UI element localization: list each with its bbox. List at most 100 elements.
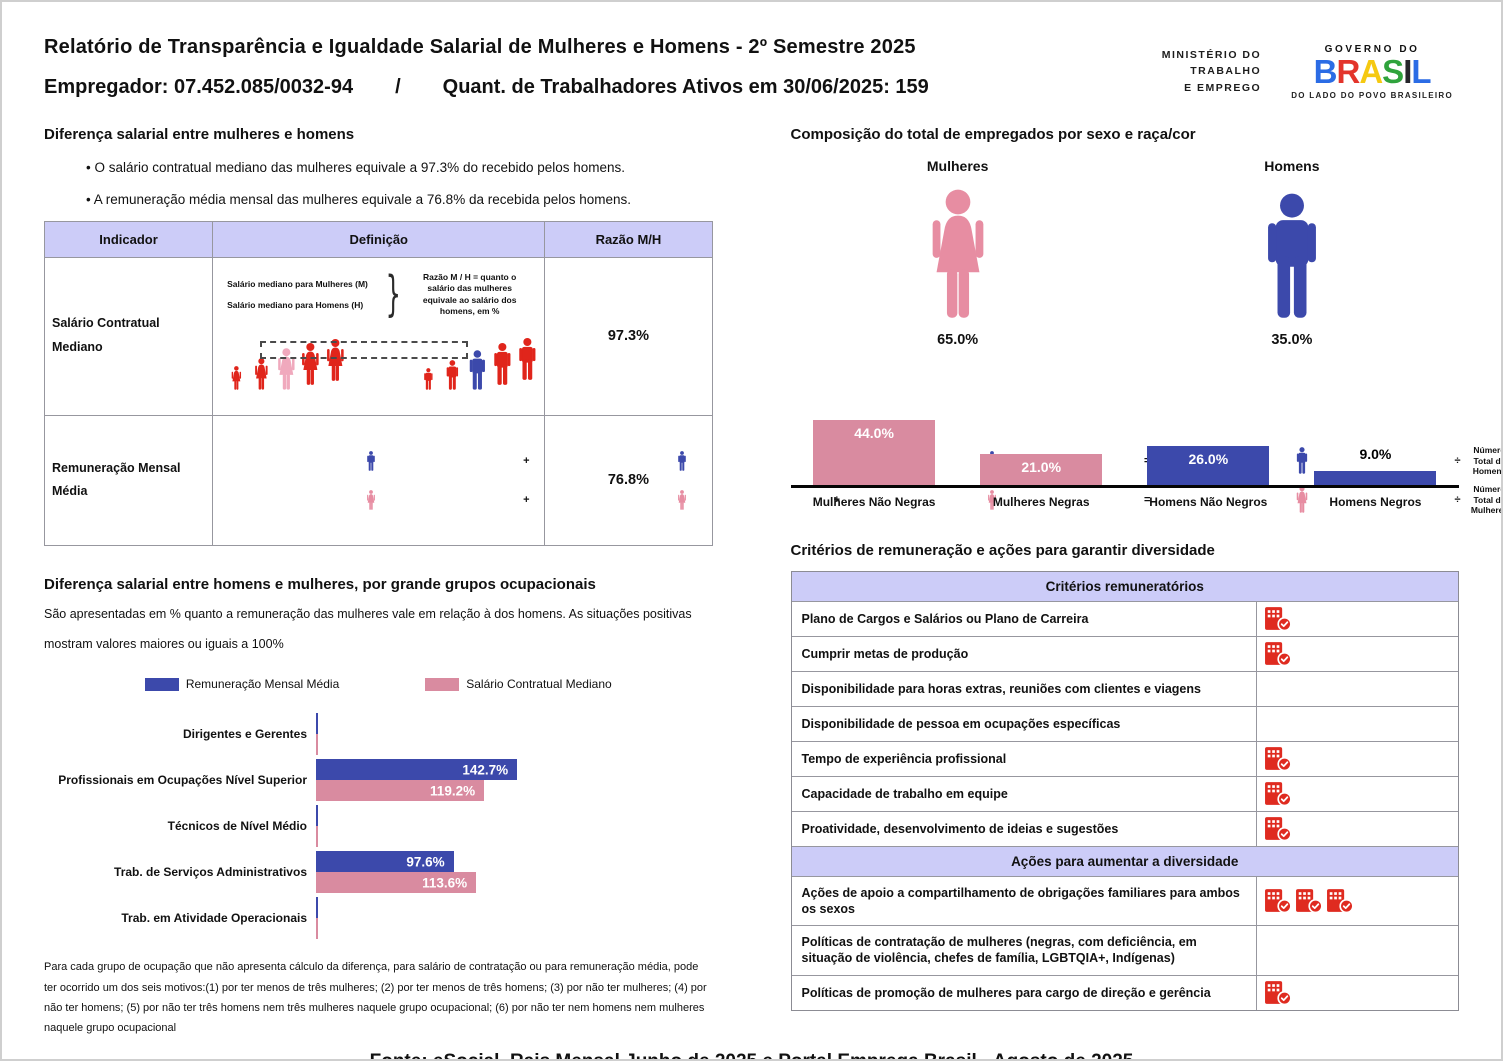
bar-mulheres-nao-negras: 44.0% <box>813 419 936 485</box>
hbar-category-row: Trab. de Serviços Administrativos 97.6% … <box>44 849 713 895</box>
hbar-category-label: Dirigentes e Gerentes <box>182 726 307 741</box>
occupational-subtitle-1: São apresentadas em % quanto a remuneraç… <box>44 607 692 622</box>
gov-logo-tagline: DO LADO DO POVO BRASILEIRO <box>1291 90 1453 100</box>
bars-area: 44.0% 21.0% 26.0% 9.0% <box>790 419 1459 488</box>
sex-pictograms: Mulheres 65.0% Homens 35.0% <box>791 158 1460 348</box>
brand-letter: B <box>1313 53 1338 90</box>
man-figure-icon <box>493 338 512 390</box>
occupational-title: Diferença salarial entre homens e mulher… <box>44 576 596 594</box>
criteria-status-icons <box>1257 707 1459 741</box>
row-remuneracao-mensal-media: Remuneração Mensal Média + + = <box>43 414 1501 547</box>
definition-average-pay: + + = ÷ Número Total de Homens = Re <box>212 414 1501 547</box>
hbar-bars <box>316 713 713 756</box>
bar-salario <box>316 918 318 940</box>
bar-value-label: 142.7% <box>462 762 509 778</box>
company-check-icon <box>1264 889 1292 914</box>
bar-value-label: 26.0% <box>1188 451 1229 468</box>
company-check-icon <box>1264 782 1292 807</box>
report-header: Relatório de Transparência e Igualdade S… <box>44 36 1459 100</box>
women-divisor-text: Número Total de Mulheres <box>1470 483 1503 516</box>
bar-value-label: 9.0% <box>1359 446 1392 463</box>
legend-remuneracao: Remuneração Mensal Média <box>144 677 340 692</box>
woman-figure-icon <box>326 330 345 390</box>
criteria-label: Políticas de contratação de mulheres (ne… <box>792 926 1257 975</box>
ministry-line3: E EMPREGO <box>1184 82 1262 95</box>
women-label: Mulheres <box>926 157 989 174</box>
ministry-line2: TRABALHO <box>1190 65 1262 78</box>
criteria-row: Políticas de contratação de mulheres (ne… <box>791 925 1459 975</box>
brand-letter: S <box>1382 53 1404 90</box>
bullet-average-pay: • A remuneração média mensal das mulhere… <box>86 191 632 207</box>
bar-homens-negros: 9.0% <box>1314 446 1437 485</box>
category-label: Mulheres Negras <box>992 494 1090 509</box>
women-equation: + + = ÷ Número Total de Mulheres = <box>221 483 1503 516</box>
woman-figure-icon <box>227 366 246 390</box>
criteria-status-icons <box>1257 742 1459 776</box>
col-header-indicador: Indicador <box>43 220 214 258</box>
criteria-status-icons <box>1257 926 1459 975</box>
criteria-status-icons <box>1257 777 1459 811</box>
source-footer: Fonte: eSocial. Rais Mensal Junho de 202… <box>44 1051 1459 1059</box>
ministry-line1: MINISTÉRIO DO <box>1161 48 1262 61</box>
ratio-average: 76.8% <box>544 414 713 547</box>
legend-swatch-pink <box>425 677 460 691</box>
hbar-category-label: Profissionais em Ocupações Nível Superio… <box>58 772 307 787</box>
men-divisor-text: Número Total de Homens <box>1472 445 1503 477</box>
criteria-status-icons <box>1257 976 1459 1010</box>
legend-label: Remuneração Mensal Média <box>185 677 340 692</box>
company-check-icon <box>1264 981 1292 1006</box>
definition-median-salary: Salário mediano para Mulheres (M) Salári… <box>212 256 546 416</box>
bar-category-labels: Mulheres Não Negras Mulheres Negras Home… <box>791 495 1460 509</box>
criteria-label: Capacidade de trabalho em equipe <box>792 776 1257 811</box>
women-percent: 65.0% <box>937 331 979 348</box>
criteria-table: Critérios remuneratórios Plano de Cargos… <box>790 570 1459 1011</box>
men-percent: 35.0% <box>1271 331 1313 348</box>
hbar-category-label: Técnicos de Nível Médio <box>167 818 307 833</box>
hbar-category-label: Trab. em Atividade Operacionais <box>121 910 307 925</box>
indicator-table-header-row: Indicador Definição Razão M/H <box>43 220 713 258</box>
criteria-status-icons <box>1257 602 1459 636</box>
man-figure-icon <box>1142 193 1442 319</box>
bullet-median-salary: • O salário contratual mediano das mulhe… <box>86 159 626 175</box>
criteria-row: Proatividade, desenvolvimento de ideias … <box>791 810 1459 846</box>
col-header-definicao: Definição <box>212 220 546 258</box>
man-figure-icon <box>443 360 462 390</box>
criteria-group-header: Critérios remuneratórios <box>791 571 1458 601</box>
employer-cnpj: Empregador: 07.452.085/0032-94 <box>44 76 354 98</box>
bar-value-label: 44.0% <box>854 424 894 441</box>
woman-figure-icon <box>532 490 832 510</box>
bar-remuneracao <box>316 713 318 735</box>
brand-letter: L <box>1411 53 1431 90</box>
right-column: Composição do total de empregados por se… <box>790 126 1460 1039</box>
criteria-title: Critérios de remuneração e ações para ga… <box>790 541 1215 559</box>
men-figure-wrap <box>1125 187 1459 319</box>
brand-letter: I <box>1403 53 1412 90</box>
hbar-bars: 142.7% 119.2% <box>316 759 713 802</box>
occupational-bar-chart: Dirigentes e Gerentes Profissionais em O… <box>44 711 713 941</box>
salary-diff-title: Diferença salarial entre mulheres e home… <box>44 125 355 143</box>
company-check-icon <box>1264 747 1292 772</box>
bar-slot: 26.0% <box>1125 446 1292 485</box>
occupational-subtitle-2: mostram valores maiores ou iguais a 100% <box>44 636 284 651</box>
indicator-label: Salário Contratual Mediano <box>43 256 214 416</box>
criteria-row: Disponibilidade de pessoa em ocupações e… <box>791 705 1459 741</box>
employer-line: Empregador: 07.452.085/0032-94 / Quant. … <box>44 76 929 99</box>
legend-label: Salário Contratual Mediano <box>466 677 612 692</box>
company-check-icon <box>1326 889 1354 914</box>
company-check-icon <box>1295 889 1323 914</box>
median-women-line: Salário mediano para Mulheres (M) <box>227 279 368 290</box>
median-pictogram <box>227 326 536 390</box>
criteria-label: Políticas de promoção de mulheres para c… <box>792 975 1257 1010</box>
criteria-row: Ações de apoio a compartilhamento de obr… <box>791 875 1458 926</box>
bar-salario <box>316 826 318 848</box>
criteria-status-icons <box>1257 637 1459 671</box>
legend-swatch-blue <box>144 677 179 691</box>
row-salario-contratual-mediano: Salário Contratual Mediano Salário media… <box>43 256 713 416</box>
man-figure-icon <box>518 328 537 390</box>
median-lines: Salário mediano para Mulheres (M) Salári… <box>227 279 373 310</box>
criteria-status-icons <box>1257 812 1459 846</box>
bar-salario: 119.2% <box>316 780 485 802</box>
hbar-category-row: Profissionais em Ocupações Nível Superio… <box>44 757 713 803</box>
hbar-category-row: Dirigentes e Gerentes <box>44 711 713 757</box>
women-pictogram: Mulheres 65.0% <box>791 158 1125 348</box>
